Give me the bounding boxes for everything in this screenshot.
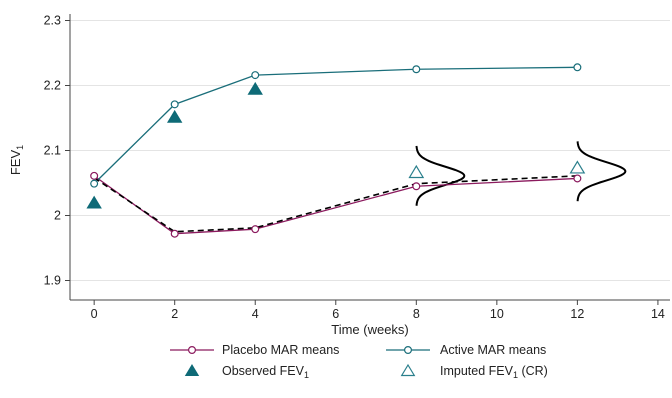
legend-label-main: Placebo MAR means [222,343,339,357]
series-point [90,171,99,180]
axes [65,14,670,305]
series-point [412,182,421,191]
legend-label-sub: 1 [513,370,518,380]
y-tick-label: 1.9 [44,274,61,288]
legend-label: Active MAR means [440,343,546,357]
legend-swatch-marker [400,363,416,377]
x-tick-label: 14 [651,307,665,321]
series-line [93,66,578,185]
x-tick-label: 6 [332,307,339,321]
legend-label-main: Imputed FEV [440,364,514,378]
y-axis-title-main: FEV [8,150,23,176]
y-axis-title-sub: 1 [15,145,25,150]
series-point [170,229,179,238]
x-tick-label: 2 [171,307,178,321]
legend: Placebo MAR means Active MAR means Observe… [170,343,548,380]
dashed-reference-line [93,175,578,233]
distribution-curves [415,141,627,206]
distribution-curve [415,145,466,206]
tick-labels: 1.9 2 2.1 2.2 2.3 0 2 4 6 8 10 12 14 [44,14,665,322]
x-tick-label: 4 [252,307,259,321]
legend-label: Observed FEV1 [222,364,309,380]
series-line [93,175,578,235]
y-tick-label: 2 [54,209,61,223]
x-tick-label: 12 [570,307,584,321]
legend-label-main: Active MAR means [440,343,546,357]
legend-label-sub: 1 [304,370,309,380]
y-axis-title: FEV1 [8,145,25,175]
series-point [251,71,260,80]
legend-swatch-marker [188,346,197,355]
series-point [573,174,582,183]
legend-label-suffix: (CR) [518,364,548,378]
series-point [170,100,179,109]
y-tick-label: 2.2 [44,79,61,93]
observed-point [166,109,183,123]
legend-swatch-marker [184,364,200,376]
observed-point [86,195,102,209]
observed-point [247,81,263,95]
x-tick-label: 0 [91,307,98,321]
imputed-point [569,160,586,174]
series-point [412,65,421,74]
legend-swatch-marker [404,346,413,355]
x-axis-title: Time (weeks) [331,322,409,337]
y-tick-label: 2.1 [44,144,61,158]
x-tick-label: 8 [413,307,420,321]
series-point [251,225,260,234]
y-tick-label: 2.3 [44,14,61,28]
series-point [573,63,582,72]
series-point [90,179,99,188]
legend-label-main: Observed FEV [222,364,305,378]
legend-label: Imputed FEV1 (CR) [440,364,548,380]
series-markers [86,63,586,238]
distribution-curve [576,141,627,202]
gridlines [70,20,670,281]
x-tick-label: 10 [490,307,504,321]
legend-label: Placebo MAR means [222,343,339,357]
imputed-point [408,164,425,179]
